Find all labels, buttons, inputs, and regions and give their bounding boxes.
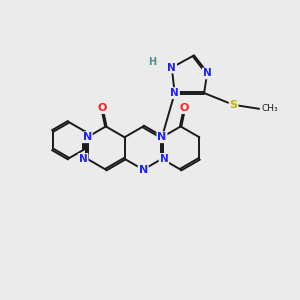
- Text: N: N: [203, 68, 212, 78]
- Text: N: N: [139, 165, 148, 175]
- Text: S: S: [230, 100, 238, 110]
- Text: N: N: [157, 132, 167, 142]
- Text: N: N: [79, 154, 88, 164]
- Text: N: N: [82, 132, 92, 142]
- Text: O: O: [180, 103, 189, 113]
- Text: N: N: [170, 88, 179, 98]
- Text: N: N: [167, 63, 176, 73]
- Text: H: H: [148, 57, 156, 67]
- Text: CH₃: CH₃: [261, 104, 278, 113]
- Text: N: N: [160, 154, 168, 164]
- Text: O: O: [97, 103, 106, 113]
